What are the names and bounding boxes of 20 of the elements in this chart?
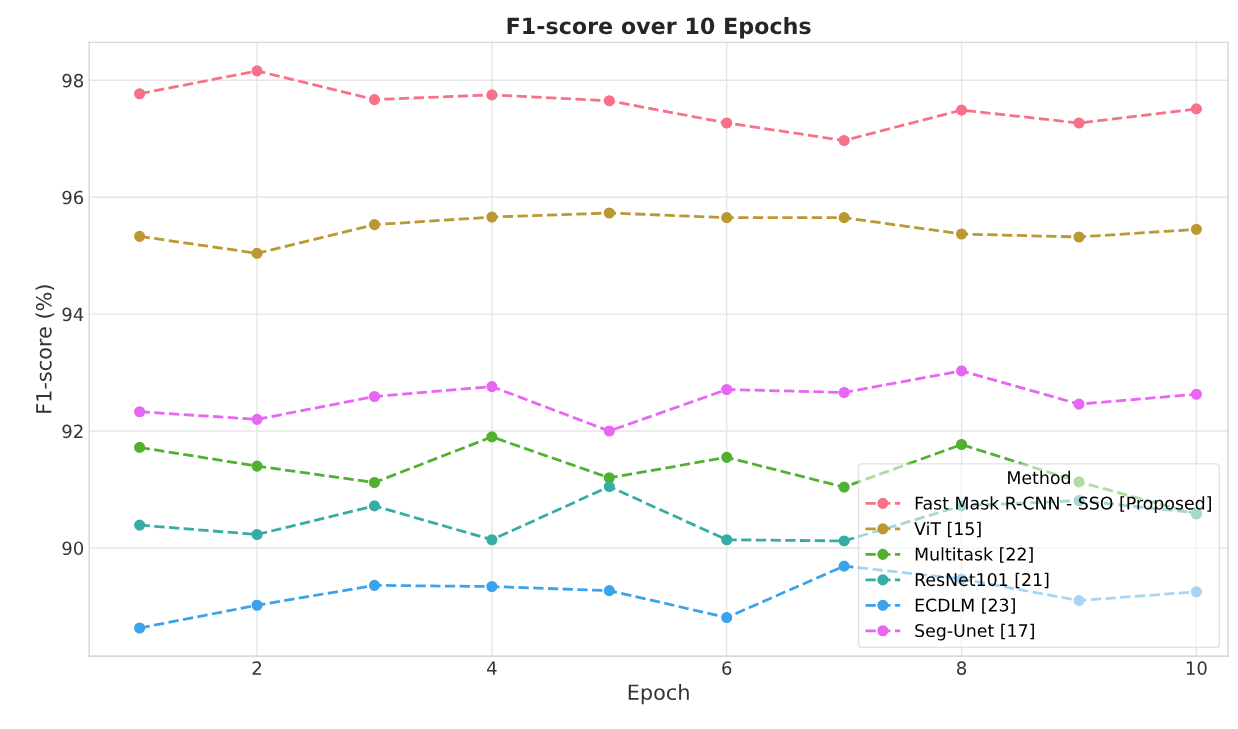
legend-label: Seg-Unet [17] <box>915 623 1034 641</box>
x-tick-label: 8 <box>957 661 967 675</box>
x-tick-label: 4 <box>487 661 497 675</box>
y-axis-title: F1-score (%) <box>35 285 55 413</box>
y-tick-label: 96 <box>62 190 84 205</box>
x-tick-label: 6 <box>722 661 732 675</box>
y-tick-label: 92 <box>62 424 83 439</box>
legend-label: ResNet101 [21] <box>915 572 1049 589</box>
y-tick-label: 90 <box>62 541 84 556</box>
chart-title: F1-score over 10 Epochs <box>507 17 811 39</box>
legend-title: Method <box>1008 470 1070 485</box>
legend-label: Multitask [22] <box>915 547 1033 563</box>
legend-label: ViT [15] <box>914 521 981 538</box>
y-tick-label: 94 <box>62 307 84 322</box>
legend-label: Fast Mask R-CNN - SSO [Proposed] <box>915 496 1211 514</box>
y-tick-label: 98 <box>62 73 84 88</box>
legend-label: ECDLM [23] <box>915 598 1015 614</box>
x-tick-label: 10 <box>1186 661 1207 675</box>
x-axis-title: Epoch <box>628 683 689 705</box>
x-tick-label: 2 <box>252 661 261 675</box>
